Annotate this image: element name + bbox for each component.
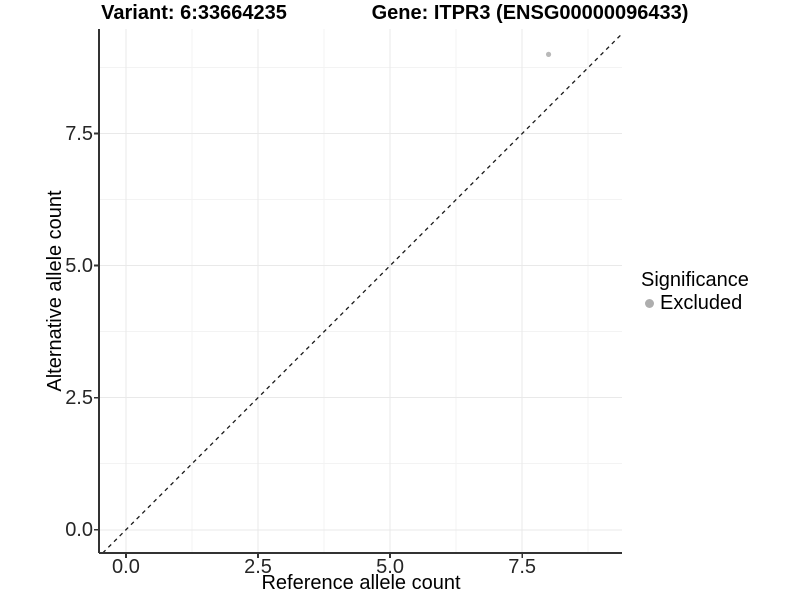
identity-line	[102, 33, 623, 554]
x-tick-label: 2.5	[244, 556, 272, 578]
y-tick-label: 7.5	[65, 122, 93, 145]
y-tick-label: 2.5	[65, 386, 93, 409]
legend-item: Excluded	[637, 292, 749, 315]
legend: Significance Excluded	[637, 269, 749, 315]
legend-item-label: Excluded	[660, 292, 743, 314]
legend-items: Excluded	[637, 292, 749, 315]
legend-key-dot-icon	[645, 299, 654, 308]
variant-title: Variant: 6:33664235	[101, 2, 287, 24]
y-axis-title: Alternative allele count	[44, 190, 66, 392]
data-point	[545, 51, 552, 57]
y-tick-label: 5.0	[65, 254, 93, 277]
legend-title: Significance	[641, 269, 749, 291]
x-tick-label: 0.0	[112, 556, 140, 578]
x-axis-title: Reference allele count	[261, 572, 461, 594]
x-tick-label: 7.5	[508, 556, 537, 578]
y-tick-label: 0.0	[65, 518, 93, 541]
x-tick-label: 5.0	[376, 556, 404, 578]
gene-title: Gene: ITPR3 (ENSG00000096433)	[371, 2, 689, 24]
